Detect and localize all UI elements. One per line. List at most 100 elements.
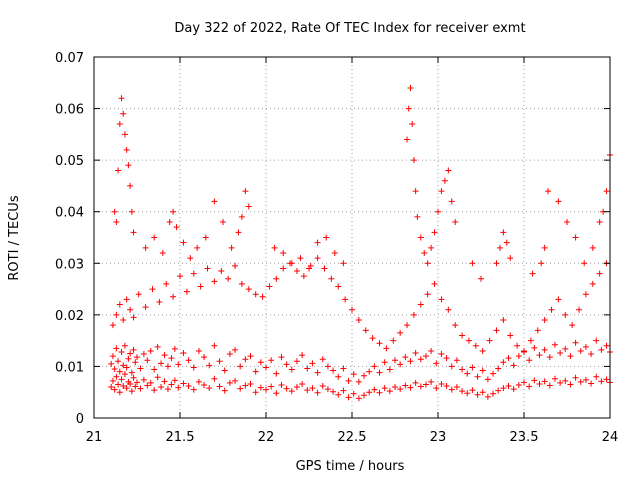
data-point xyxy=(280,249,287,256)
data-point xyxy=(500,317,507,324)
x-tick-label: 22 xyxy=(258,430,275,445)
data-point xyxy=(582,343,589,350)
data-point xyxy=(383,345,390,352)
y-tick-label: 0.07 xyxy=(55,51,84,66)
data-point xyxy=(402,354,409,361)
data-point xyxy=(257,384,264,391)
data-point xyxy=(459,332,466,339)
data-point xyxy=(121,342,128,349)
data-point xyxy=(304,365,311,372)
data-point xyxy=(175,361,182,368)
data-point xyxy=(507,332,514,339)
grid-lines xyxy=(94,57,610,418)
data-point xyxy=(505,383,512,390)
data-point xyxy=(390,337,397,344)
data-point xyxy=(588,380,595,387)
data-point xyxy=(168,381,175,388)
data-point xyxy=(216,358,223,365)
data-point xyxy=(116,368,123,375)
data-point xyxy=(232,346,239,353)
data-point xyxy=(299,380,306,387)
y-tick-label: 0 xyxy=(76,412,84,427)
data-point xyxy=(438,188,445,195)
data-point xyxy=(407,84,414,91)
axis-ticks: 21 21.5 22 22.5 23 23.5 24 0 0.01 0.02 0.03 0.04 0.0… xyxy=(55,51,618,445)
data-point xyxy=(108,360,115,367)
data-point xyxy=(216,383,223,390)
data-point xyxy=(137,385,144,392)
data-point xyxy=(545,188,552,195)
data-point xyxy=(118,348,125,355)
data-point xyxy=(496,244,503,251)
x-tick-label: 21.5 xyxy=(166,430,195,445)
data-point xyxy=(252,368,259,375)
data-point xyxy=(166,219,173,226)
data-point xyxy=(331,249,338,256)
data-point xyxy=(567,353,574,360)
data-point xyxy=(201,354,208,361)
data-point xyxy=(130,374,137,381)
data-point xyxy=(121,371,128,378)
data-point xyxy=(134,354,140,361)
data-point xyxy=(381,359,388,366)
chart-title: Day 322 of 2022, Rate Of TEC Index for r… xyxy=(174,21,525,36)
data-point xyxy=(417,234,424,241)
data-point xyxy=(220,219,226,226)
data-point xyxy=(479,389,486,396)
data-point xyxy=(593,337,600,344)
data-point xyxy=(201,381,208,388)
data-point xyxy=(572,339,579,346)
data-point xyxy=(195,378,202,385)
data-point xyxy=(113,373,120,380)
data-point xyxy=(495,365,502,372)
data-point xyxy=(526,357,533,364)
data-points xyxy=(108,84,613,402)
data-point xyxy=(293,358,300,365)
data-point xyxy=(555,296,562,303)
data-point xyxy=(128,208,135,215)
data-point xyxy=(435,208,441,215)
data-point xyxy=(588,351,595,358)
data-point xyxy=(340,365,347,372)
data-point xyxy=(115,167,122,174)
data-point xyxy=(355,378,362,385)
data-point xyxy=(108,384,115,391)
data-point xyxy=(235,229,242,236)
data-point xyxy=(211,375,218,382)
data-point xyxy=(555,198,562,205)
data-point xyxy=(431,280,438,287)
data-point xyxy=(596,270,603,277)
data-point xyxy=(242,356,249,363)
data-point xyxy=(113,219,120,226)
data-point xyxy=(134,379,140,386)
data-point xyxy=(355,317,362,324)
data-point xyxy=(478,275,484,282)
data-point xyxy=(469,387,476,394)
data-point xyxy=(515,353,522,360)
data-point xyxy=(507,255,514,262)
data-point xyxy=(266,283,273,290)
data-point xyxy=(582,376,589,383)
data-point xyxy=(120,317,127,324)
data-point xyxy=(490,390,497,397)
data-point xyxy=(402,382,409,389)
data-point xyxy=(144,382,151,389)
data-point xyxy=(185,357,192,364)
data-point xyxy=(598,378,605,385)
data-point xyxy=(572,234,579,241)
data-point xyxy=(342,296,349,303)
data-point xyxy=(534,327,541,334)
data-point xyxy=(340,260,347,267)
data-point xyxy=(175,384,182,391)
data-point xyxy=(445,306,452,313)
data-point xyxy=(194,244,201,251)
data-point xyxy=(438,296,445,303)
data-point xyxy=(371,363,378,370)
data-point xyxy=(202,234,209,241)
x-tick-label: 21 xyxy=(86,430,103,445)
data-point xyxy=(421,249,428,256)
data-point xyxy=(170,208,177,215)
data-point xyxy=(123,385,130,392)
data-point xyxy=(448,363,455,370)
